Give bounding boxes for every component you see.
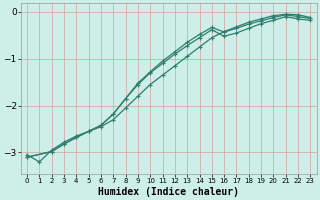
X-axis label: Humidex (Indice chaleur): Humidex (Indice chaleur)	[98, 186, 239, 197]
